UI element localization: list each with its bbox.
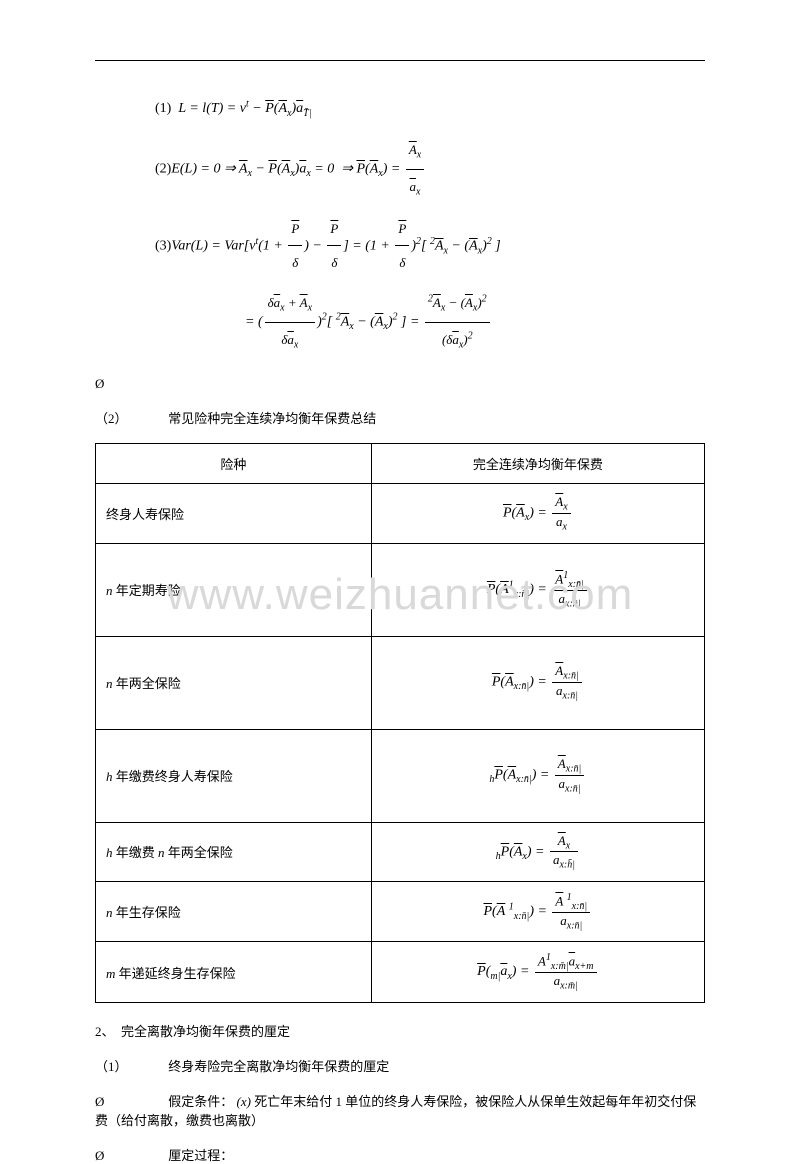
formula-4: = (δax + Axδax)2[ 2Ax − (Ax)2 ] = 2Ax − … — [245, 286, 705, 358]
assume-prefix: 假定条件： — [168, 1094, 233, 1109]
table-row: n 年定期寿险 P(A1x:n̄|) = A1x:n̄|ax:n̄| — [96, 543, 705, 636]
table-row: h 年缴费终身人寿保险 hP(Ax:n̄|) = Ax:n̄|ax:n̄| — [96, 729, 705, 822]
cell-formula: P(Ax:n̄|) = Ax:n̄|ax:n̄| — [371, 636, 704, 729]
document-page: (1) L = l(T) = vt − P(Ax)aT̄| (2)E(L) = … — [0, 0, 800, 1132]
empty-bullet-1: Ø — [95, 376, 705, 392]
table-header-row: 险种 完全连续净均衡年保费 — [96, 444, 705, 484]
process-text: 厘定过程： — [168, 1148, 233, 1163]
cell-formula: hP(Ax) = Axax:h̄| — [371, 822, 704, 881]
section-3-sub: （1） 终身寿险完全离散净均衡年保费的厘定 — [95, 1056, 705, 1075]
cell-formula: P(m|ax) = A1x:m̄|ax+max:m̄| — [371, 942, 704, 1003]
formula-block: (1) L = l(T) = vt − P(Ax)aT̄| (2)E(L) = … — [155, 91, 705, 358]
cell-type: n 年定期寿险 — [96, 543, 372, 636]
top-rule — [95, 60, 705, 61]
assume-x: (x) — [237, 1094, 251, 1109]
formula-3: (3)Var(L) = Var[vt(1 + Pδ) − Pδ] = (1 + … — [155, 212, 705, 281]
section-3-title: 完全离散净均衡年保费的厘定 — [121, 1024, 290, 1039]
cell-type: h 年缴费 n 年两全保险 — [96, 822, 372, 881]
process-line: Ø 厘定过程： — [95, 1145, 705, 1164]
header-formula: 完全连续净均衡年保费 — [371, 444, 704, 484]
cell-type: 终身人寿保险 — [96, 484, 372, 543]
table-row: n 年两全保险 P(Ax:n̄|) = Ax:n̄|ax:n̄| — [96, 636, 705, 729]
cell-type: n 年两全保险 — [96, 636, 372, 729]
section-3-num: 2、 — [95, 1024, 115, 1039]
section-3-sub-label: （1） — [95, 1056, 165, 1075]
premium-table: 险种 完全连续净均衡年保费 终身人寿保险 P(Ax) = Axax n 年定期寿… — [95, 443, 705, 1002]
assume-bullet: Ø — [95, 1094, 165, 1110]
cell-formula: hP(Ax:n̄|) = Ax:n̄|ax:n̄| — [371, 729, 704, 822]
assumption-line: Ø 假定条件： (x) 死亡年末给付 1 单位的终身人寿保险，被保险人从保单生效… — [95, 1091, 705, 1129]
table-row: m 年递延终身生存保险 P(m|ax) = A1x:m̄|ax+max:m̄| — [96, 942, 705, 1003]
formula-1: (1) L = l(T) = vt − P(Ax)aT̄| — [155, 91, 705, 127]
section-2-label: （2） — [95, 408, 165, 427]
process-bullet: Ø — [95, 1148, 165, 1164]
cell-type: n 年生存保险 — [96, 881, 372, 942]
table-row: n 年生存保险 P(A 1x:n̄|) = A 1x:n̄|ax:n̄| — [96, 881, 705, 942]
table-row: 终身人寿保险 P(Ax) = Axax — [96, 484, 705, 543]
section-3-sub-title: 终身寿险完全离散净均衡年保费的厘定 — [168, 1059, 389, 1074]
cell-type: m 年递延终身生存保险 — [96, 942, 372, 1003]
cell-formula: P(Ax) = Axax — [371, 484, 704, 543]
cell-formula: P(A 1x:n̄|) = A 1x:n̄|ax:n̄| — [371, 881, 704, 942]
cell-formula: P(A1x:n̄|) = A1x:n̄|ax:n̄| — [371, 543, 704, 636]
section-2: （2） 常见险种完全连续净均衡年保费总结 — [95, 408, 705, 427]
formula-2: (2)E(L) = 0 ⇒ Ax − P(Ax)ax = 0 ⇒ P(Ax) =… — [155, 133, 705, 205]
section-3: 2、 完全离散净均衡年保费的厘定 — [95, 1021, 705, 1040]
section-2-title: 常见险种完全连续净均衡年保费总结 — [168, 411, 376, 426]
header-type: 险种 — [96, 444, 372, 484]
cell-type: h 年缴费终身人寿保险 — [96, 729, 372, 822]
table-row: h 年缴费 n 年两全保险 hP(Ax) = Axax:h̄| — [96, 822, 705, 881]
